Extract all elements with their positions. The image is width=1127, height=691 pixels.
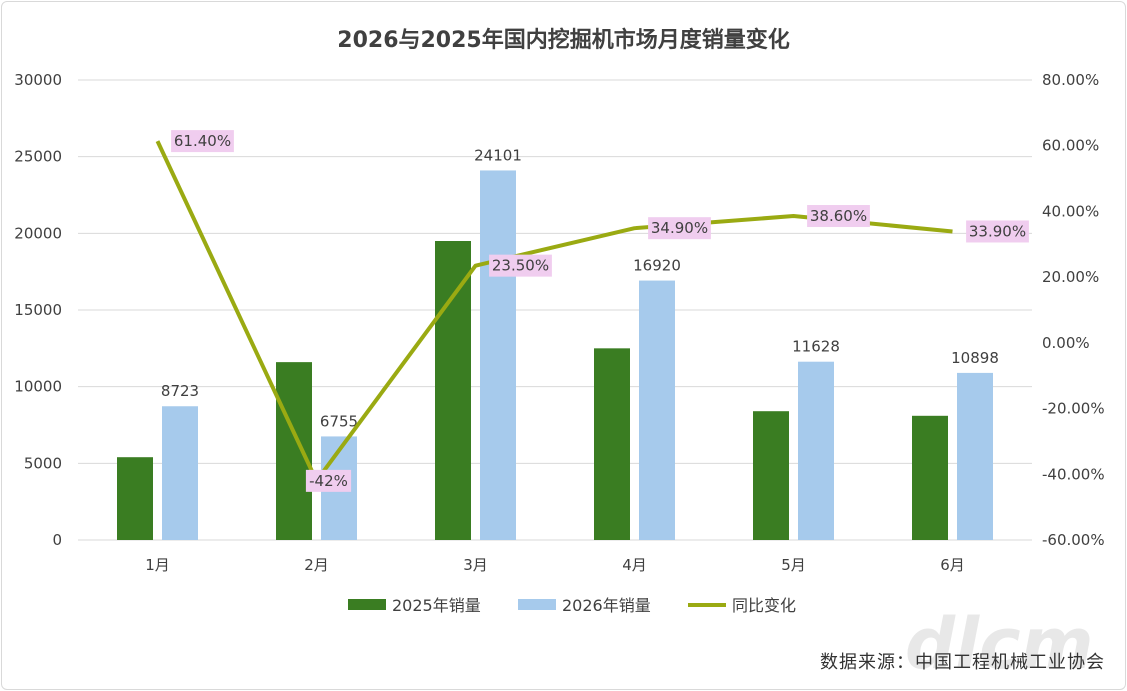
left-tick-label: 15000 — [14, 301, 62, 319]
bar-2025 — [435, 241, 471, 540]
right-tick-label: -20.00% — [1042, 400, 1105, 418]
category-label: 4月 — [622, 556, 647, 574]
line-data-label: 61.40% — [174, 132, 231, 150]
bar-2025 — [117, 457, 153, 540]
right-tick-label: -40.00% — [1042, 465, 1105, 483]
line-label-bg — [171, 130, 234, 153]
bar-2025 — [276, 362, 312, 540]
bar-data-label: 6755 — [320, 412, 358, 430]
category-label: 3月 — [463, 556, 488, 574]
bar-2026 — [957, 372, 993, 540]
bar-2025 — [594, 348, 630, 540]
category-label: 2月 — [304, 556, 329, 574]
line-data-label: 33.90% — [969, 222, 1026, 240]
legend-label: 同比变化 — [732, 596, 796, 615]
bar-data-label: 16920 — [633, 257, 681, 275]
left-tick-label: 5000 — [24, 454, 62, 472]
left-tick-label: 30000 — [14, 71, 62, 89]
legend-swatch — [348, 599, 386, 610]
bar-data-label: 24101 — [474, 146, 522, 164]
line-data-label: 34.90% — [651, 219, 708, 237]
bar-2025 — [912, 415, 948, 540]
line-label-bg — [648, 217, 711, 240]
line-data-label: 38.60% — [810, 207, 867, 225]
bar-data-label: 8723 — [161, 382, 199, 400]
bar-data-label: 10898 — [951, 349, 999, 367]
line-label-bg — [489, 254, 552, 277]
left-tick-label: 0 — [52, 531, 62, 549]
bar-data-label: 11628 — [792, 338, 840, 356]
chart-title: 2026与2025年国内挖掘机市场月度销量变化 — [337, 28, 790, 53]
line-label-bg — [807, 205, 870, 228]
left-tick-label: 20000 — [14, 224, 62, 242]
line-data-label: 23.50% — [492, 257, 549, 275]
line-label-bg — [305, 469, 352, 492]
legend-label: 2025年销量 — [392, 596, 481, 615]
category-label: 6月 — [940, 556, 965, 574]
category-label: 1月 — [145, 556, 170, 574]
right-tick-label: 0.00% — [1042, 334, 1090, 352]
line-data-label: -42% — [309, 472, 348, 490]
bar-2026 — [162, 406, 198, 540]
legend-label: 2026年销量 — [562, 596, 651, 615]
bar-2025 — [753, 411, 789, 540]
bar-2026 — [480, 170, 516, 540]
bar-2026 — [798, 361, 834, 540]
right-tick-label: 80.00% — [1042, 71, 1099, 89]
line-label-bg — [966, 220, 1029, 243]
bar-2026 — [639, 280, 675, 540]
left-tick-label: 10000 — [14, 378, 62, 396]
category-label: 5月 — [781, 556, 806, 574]
left-tick-label: 25000 — [14, 148, 62, 166]
watermark-logo: dlcm — [905, 603, 1094, 685]
right-tick-label: 40.00% — [1042, 202, 1099, 220]
right-tick-label: 20.00% — [1042, 268, 1099, 286]
right-tick-label: -60.00% — [1042, 531, 1105, 549]
source-note: 数据来源：中国工程机械工业协会 — [820, 652, 1105, 673]
right-tick-label: 60.00% — [1042, 137, 1099, 155]
legend-swatch — [518, 599, 556, 610]
